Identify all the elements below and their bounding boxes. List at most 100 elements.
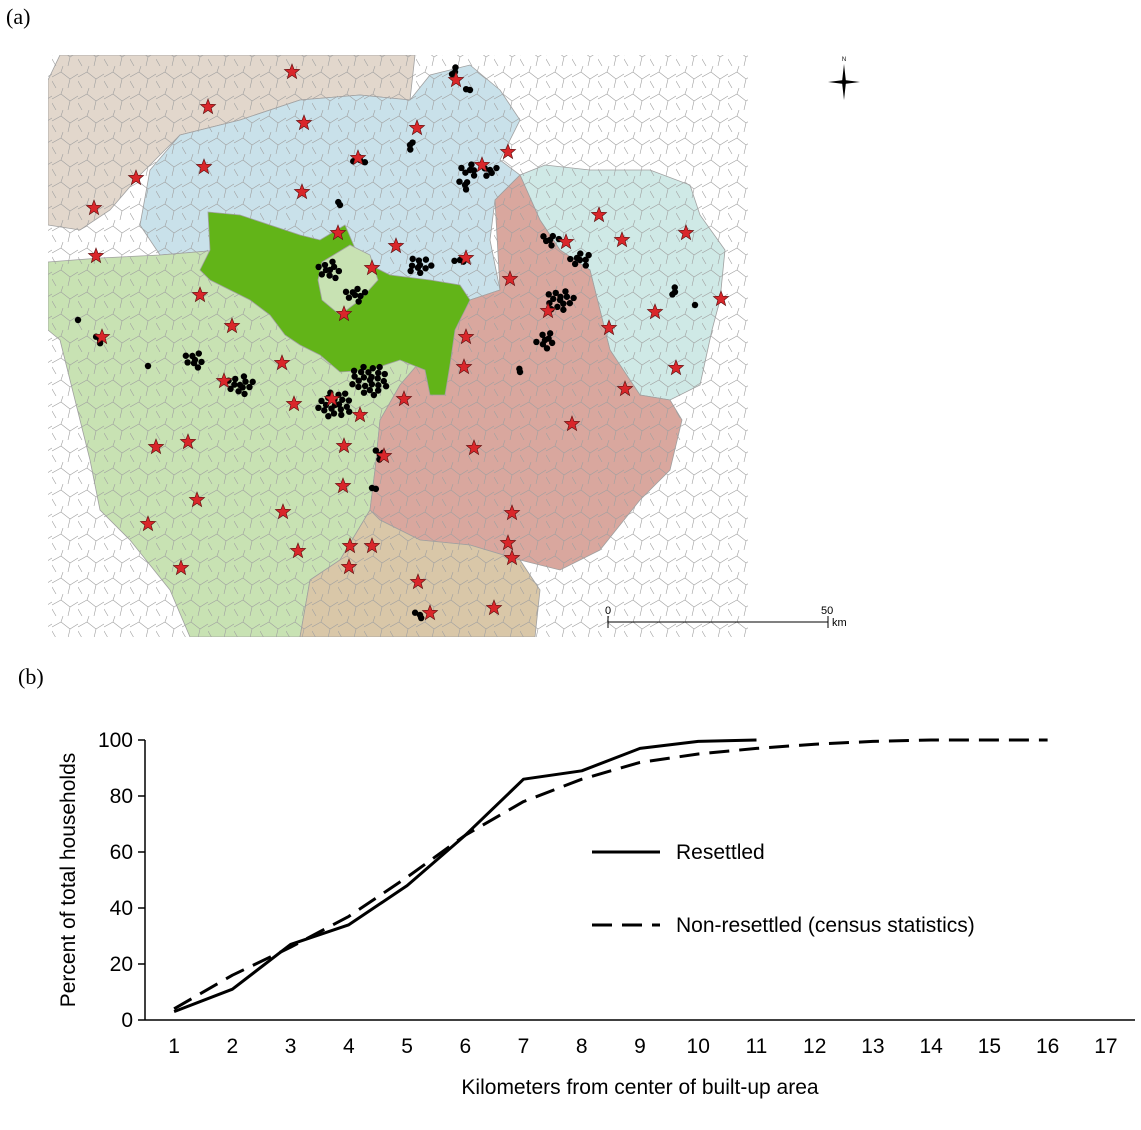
- resettlement-dot: [566, 299, 574, 307]
- resettlement-dot: [355, 377, 362, 384]
- village-star-icon: [473, 156, 491, 173]
- resettlement-dot: [345, 294, 353, 301]
- village-star-icon: [600, 319, 618, 336]
- x-tick-label: 6: [459, 1035, 471, 1058]
- resettlement-dot: [318, 397, 325, 405]
- resettlement-dot: [345, 408, 353, 415]
- resettlement-dot: [407, 146, 414, 153]
- resettlement-dot: [189, 352, 196, 360]
- resettlement-dot: [343, 403, 350, 410]
- legend-label: Non-resettled (census statistics): [676, 914, 975, 937]
- resettlement-dot: [560, 300, 567, 307]
- village-star-icon: [501, 270, 519, 287]
- village-star-icon: [351, 406, 369, 423]
- resettlement-dot: [408, 262, 416, 269]
- x-tick-label: 11: [746, 1035, 768, 1058]
- resettlement-dot: [351, 373, 358, 380]
- village-star-icon: [341, 537, 359, 554]
- resettlement-dot: [239, 384, 246, 391]
- village-star-icon: [215, 372, 233, 389]
- resettlement-dot: [249, 378, 256, 386]
- resettlement-dot: [349, 381, 356, 388]
- resettlement-dot: [338, 411, 345, 419]
- resettlement-dot: [330, 263, 338, 271]
- scale-start: 0: [605, 605, 611, 617]
- village-star-icon: [395, 390, 413, 407]
- resettlement-dot: [411, 609, 419, 616]
- resettlement-dot: [462, 169, 469, 176]
- village-stars: [85, 63, 730, 621]
- x-tick-label: 12: [803, 1035, 826, 1058]
- village-star-icon: [499, 534, 517, 551]
- resettlement-dot: [325, 412, 332, 420]
- resettlement-dot: [231, 381, 238, 388]
- resettlement-dot: [326, 272, 333, 279]
- village-star-icon: [499, 143, 517, 160]
- village-star-icon: [179, 433, 197, 450]
- resettlement-dot: [361, 382, 369, 390]
- resettlement-dot: [463, 179, 471, 186]
- village-star-icon: [646, 303, 664, 320]
- resettlement-dot: [409, 139, 416, 146]
- resettlement-dot: [417, 614, 425, 622]
- village-star-icon: [421, 604, 439, 621]
- village-star-icon: [408, 119, 426, 136]
- resettlement-dot: [315, 263, 322, 271]
- resettlement-dot: [573, 254, 581, 262]
- resettlement-dot: [546, 330, 554, 337]
- resettlement-dot: [380, 377, 387, 385]
- resettlement-dot: [198, 358, 205, 366]
- y-tick-label: 80: [110, 785, 133, 808]
- series-line-non-resettled: [173, 738, 1048, 1011]
- village-star-icon: [335, 437, 353, 454]
- resettlement-dot: [360, 374, 368, 381]
- y-tick-label: 0: [121, 1009, 133, 1032]
- village-star-icon: [616, 380, 634, 397]
- village-star-icon: [503, 504, 521, 521]
- village-star-icon: [172, 559, 190, 576]
- village-star-icon: [363, 537, 381, 554]
- resettlement-dot: [349, 289, 356, 296]
- village-star-icon: [329, 224, 347, 241]
- resettlement-dot: [337, 406, 345, 413]
- village-star-icon: [191, 286, 209, 303]
- village-star-icon: [457, 249, 475, 266]
- village-star-icon: [667, 359, 685, 376]
- resettlement-dot: [458, 164, 465, 172]
- x-tick-label: 4: [343, 1035, 355, 1058]
- resettlement-dot: [382, 383, 390, 390]
- y-tick-label: 20: [110, 953, 133, 976]
- resettlement-dot: [468, 161, 475, 168]
- chart-axes: [144, 740, 1135, 1021]
- resettlement-dot: [227, 385, 234, 393]
- resettlement-dot: [570, 294, 577, 302]
- resettlement-dot: [428, 262, 435, 269]
- compass-rose-icon: N: [828, 57, 860, 100]
- resettlement-dot: [462, 85, 470, 93]
- resettlement-dot: [368, 381, 376, 388]
- x-tick-label: 15: [978, 1035, 1001, 1058]
- map-regions: [48, 55, 748, 637]
- resettlement-dot: [330, 410, 338, 417]
- resettlement-dot: [365, 369, 372, 376]
- resettlement-dot: [184, 359, 191, 366]
- resettlement-dot: [557, 293, 564, 301]
- village-star-icon: [409, 573, 427, 590]
- scale-bar: 0 50 km: [605, 605, 847, 629]
- village-star-icon: [455, 358, 473, 375]
- resettlement-dot: [329, 258, 336, 265]
- village-star-icon: [147, 438, 165, 455]
- resettlement-dot: [232, 375, 239, 383]
- resettlement-dot: [552, 289, 559, 297]
- y-tick-label: 100: [98, 729, 133, 752]
- village-star-icon: [274, 503, 292, 520]
- resettlement-dot: [571, 260, 579, 268]
- resettlement-dot: [582, 256, 589, 263]
- resettlement-dot: [354, 285, 361, 293]
- resettlement-dot: [194, 364, 202, 371]
- resettlement-dot: [321, 407, 328, 414]
- resettlement-dot: [417, 269, 424, 277]
- resettlement-dot: [246, 383, 253, 391]
- resettlement-dot: [539, 331, 546, 339]
- resettlement-dot: [357, 292, 364, 300]
